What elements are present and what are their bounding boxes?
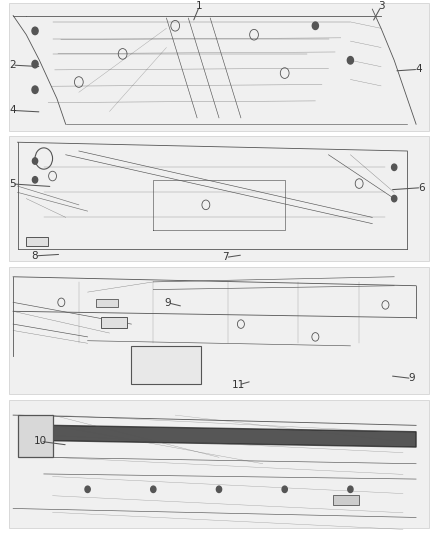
Text: 6: 6 <box>418 183 425 192</box>
Text: 4: 4 <box>415 64 422 75</box>
Circle shape <box>392 164 397 171</box>
Bar <box>96 300 118 308</box>
Circle shape <box>392 196 397 202</box>
Polygon shape <box>53 425 416 447</box>
Text: 9: 9 <box>408 374 415 383</box>
Circle shape <box>216 486 222 492</box>
Circle shape <box>32 176 38 183</box>
Circle shape <box>151 486 156 492</box>
Circle shape <box>32 158 38 164</box>
Bar <box>18 415 53 457</box>
Text: 3: 3 <box>378 2 385 12</box>
Circle shape <box>85 486 90 492</box>
Circle shape <box>32 86 38 93</box>
Circle shape <box>348 486 353 492</box>
Circle shape <box>32 60 38 68</box>
Text: 11: 11 <box>232 380 245 390</box>
Circle shape <box>32 27 38 35</box>
Bar <box>9 400 429 528</box>
Text: 10: 10 <box>34 437 47 446</box>
Bar <box>9 136 429 261</box>
Text: 4: 4 <box>9 106 16 115</box>
Text: 9: 9 <box>164 298 171 308</box>
Bar <box>131 346 201 384</box>
Text: 1: 1 <box>196 2 203 12</box>
Bar <box>9 266 429 394</box>
Circle shape <box>312 22 318 29</box>
Circle shape <box>282 486 287 492</box>
Bar <box>101 317 127 328</box>
Bar <box>333 495 359 505</box>
Text: 7: 7 <box>222 253 229 262</box>
Text: 2: 2 <box>9 60 16 70</box>
Bar <box>26 237 48 246</box>
Circle shape <box>347 56 353 64</box>
Text: 8: 8 <box>32 251 39 261</box>
Text: 5: 5 <box>9 179 16 189</box>
Bar <box>9 3 429 131</box>
